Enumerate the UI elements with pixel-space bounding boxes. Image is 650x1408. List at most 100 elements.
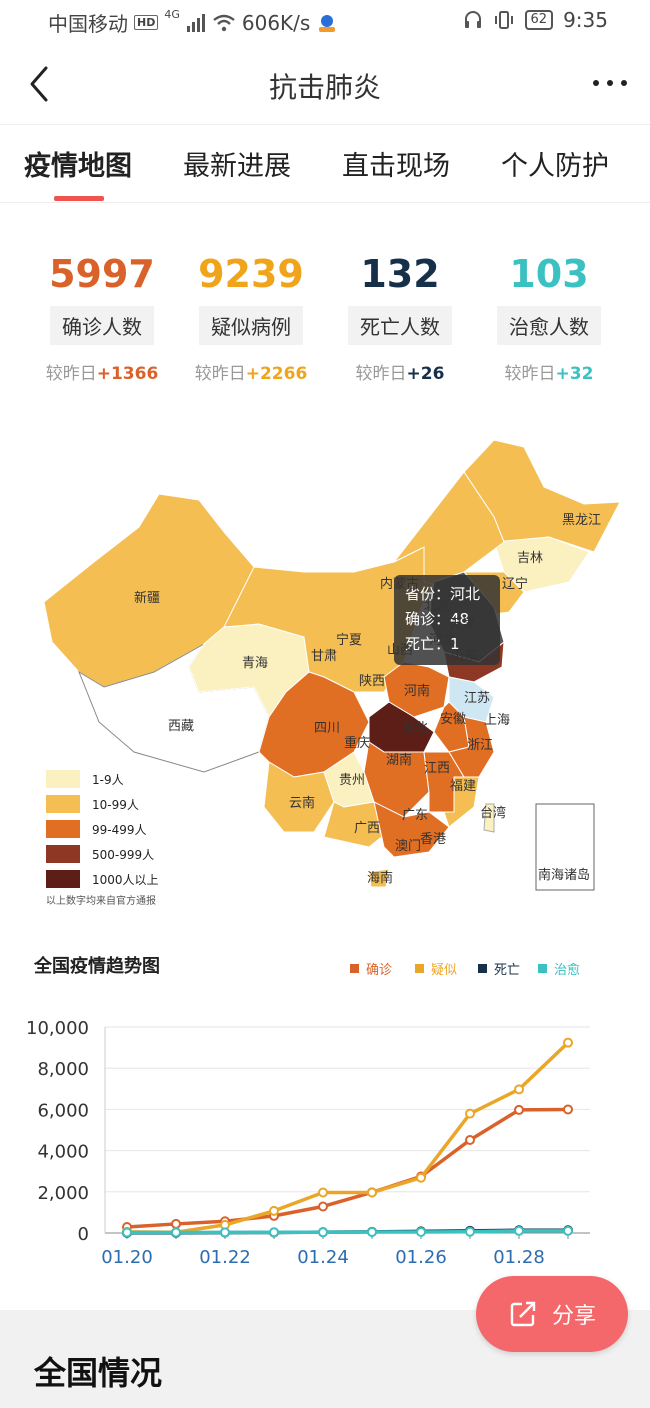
- data-point: [367, 1187, 377, 1198]
- map-region-label: 广东: [402, 808, 428, 823]
- map-region-label: 福建: [450, 779, 476, 794]
- map-tooltip: 省份：河北 确诊：48 死亡：1: [394, 575, 500, 665]
- chart-title: 全国疫情趋势图: [34, 956, 160, 977]
- map-source-note: 以上数字均来自官方通报: [46, 894, 156, 907]
- region-taiwan[interactable]: [483, 803, 495, 833]
- map-region-label: 海南: [367, 870, 393, 886]
- clock: 9:35: [563, 8, 608, 32]
- legend-swatch: [46, 845, 80, 863]
- stat-confirmed: 5997 确诊人数 较昨日+1366: [27, 240, 177, 384]
- legend-marker: [478, 964, 487, 973]
- carrier-text: 中国移动: [48, 12, 128, 36]
- x-tick-label: 01.20: [101, 1247, 153, 1268]
- map-region-label: 辽宁: [502, 576, 528, 592]
- headphone-icon: [464, 11, 481, 28]
- nav-bar: 抗击肺炎: [0, 44, 650, 125]
- data-point: [122, 1227, 132, 1238]
- data-point: [416, 1226, 426, 1237]
- x-tick-label: 01.24: [297, 1247, 349, 1268]
- y-tick-label: 0: [78, 1224, 89, 1245]
- data-point: [563, 1104, 573, 1115]
- stat-diff: 较昨日+26: [325, 359, 475, 384]
- data-point: [514, 1225, 524, 1236]
- legend-marker: [538, 964, 547, 973]
- tab-latest-progress[interactable]: 最新进展: [183, 151, 291, 182]
- tab-personal-protection[interactable]: 个人防护: [501, 151, 609, 182]
- map-region-label: 上海: [484, 713, 510, 728]
- data-point: [563, 1225, 573, 1236]
- tab-live-scene[interactable]: 直击现场: [342, 151, 450, 182]
- region-sichuan[interactable]: [258, 671, 370, 778]
- map-region-label: 重庆: [344, 735, 370, 751]
- app-notification-icon: [319, 14, 336, 32]
- stat-value: 132: [360, 252, 440, 296]
- map-region-label: 江苏: [464, 690, 490, 706]
- legend-swatch: [46, 870, 80, 888]
- legend-swatch: [46, 795, 80, 813]
- tooltip-province: 省份：河北: [405, 585, 480, 603]
- stat-diff-value: +26: [406, 364, 445, 384]
- stat-value: 9239: [198, 252, 304, 296]
- more-icon[interactable]: [590, 68, 630, 98]
- map-region-label: 陕西: [359, 674, 385, 689]
- wifi-icon: [213, 14, 235, 31]
- data-point: [171, 1227, 181, 1238]
- trend-chart-svg: 0 2,000 4,000 6,000 8,000 10,000 01.20 01.22 01.…: [26, 962, 590, 1268]
- section-title: 全国情况: [34, 1354, 163, 1392]
- map-region-label: 湖北: [402, 721, 428, 736]
- battery-icon: 62: [524, 10, 554, 30]
- stat-value: 5997: [49, 252, 155, 296]
- map-region-label: 山西: [387, 643, 413, 658]
- south-china-sea-inset: [535, 803, 595, 891]
- region-yunnan[interactable]: [263, 761, 335, 833]
- tooltip-confirmed: 确诊：48: [405, 610, 469, 628]
- tab-bar: 疫情地图 最新进展 直击现场 个人防护: [0, 124, 650, 203]
- data-point: [318, 1201, 328, 1212]
- map-region-label: 西藏: [168, 719, 194, 734]
- map-region-label: 吉林: [517, 551, 543, 566]
- stat-diff-prefix: 较昨日: [194, 364, 246, 384]
- active-tab-indicator: [54, 196, 104, 201]
- y-tick-label: 8,000: [37, 1059, 89, 1080]
- map-region-label: 山东: [451, 649, 477, 664]
- share-button[interactable]: 分享: [476, 1276, 628, 1352]
- data-point: [318, 1227, 328, 1238]
- map-region-label: 青海: [242, 656, 268, 671]
- tooltip-deaths: 死亡：1: [405, 635, 460, 653]
- map-region-label: 黑龙江: [562, 513, 601, 528]
- map-region-label: 香港: [420, 832, 446, 847]
- back-icon[interactable]: [26, 64, 62, 104]
- legend-marker: [415, 964, 424, 973]
- map-region-label: 广西: [354, 821, 380, 836]
- epidemic-map[interactable]: 省份：河北 确诊：48 死亡：1 黑龙江 吉林 辽宁 内蒙古 北京 天津 河北 山东 新疆 青海 甘…: [24, 432, 628, 912]
- vibrate-icon: [494, 11, 513, 29]
- status-bar: 中国移动 HD 4G 606K/s 62 9:35: [0, 0, 650, 44]
- stat-deaths: 132 死亡人数 较昨日+26: [325, 240, 475, 384]
- legend-label: 1000人以上: [92, 873, 159, 887]
- stat-suspected: 9239 疑似病例 较昨日+2266: [176, 240, 326, 384]
- share-icon: [510, 1301, 536, 1327]
- legend-label: 1-9人: [92, 773, 124, 787]
- legend-marker: [350, 964, 359, 973]
- tab-epidemic-map[interactable]: 疫情地图: [24, 151, 132, 182]
- share-label: 分享: [551, 1304, 596, 1329]
- data-point: [171, 1218, 181, 1229]
- legend-label: 99-499人: [92, 823, 147, 837]
- map-region-label: 新疆: [134, 590, 160, 606]
- stat-diff: 较昨日+1366: [27, 359, 177, 384]
- region-hainan[interactable]: [368, 868, 390, 888]
- data-point: [465, 1226, 475, 1237]
- stat-diff-prefix: 较昨日: [355, 364, 407, 384]
- map-region-label: 湖南: [386, 752, 412, 768]
- legend-swatch: [46, 770, 80, 788]
- trend-chart: 全国疫情趋势图 0 2,000 4,000 6,000 8,000 10,000 01.20…: [0, 940, 650, 1280]
- stat-diff: 较昨日+2266: [176, 359, 326, 384]
- map-region-label: 河南: [404, 683, 430, 699]
- data-point: [367, 1226, 377, 1237]
- data-point: [514, 1084, 524, 1095]
- y-tick-label: 10,000: [26, 1018, 89, 1039]
- region-guangdong[interactable]: [373, 801, 450, 858]
- stat-label: 死亡人数: [348, 306, 452, 345]
- legend-label: 10-99人: [92, 798, 139, 812]
